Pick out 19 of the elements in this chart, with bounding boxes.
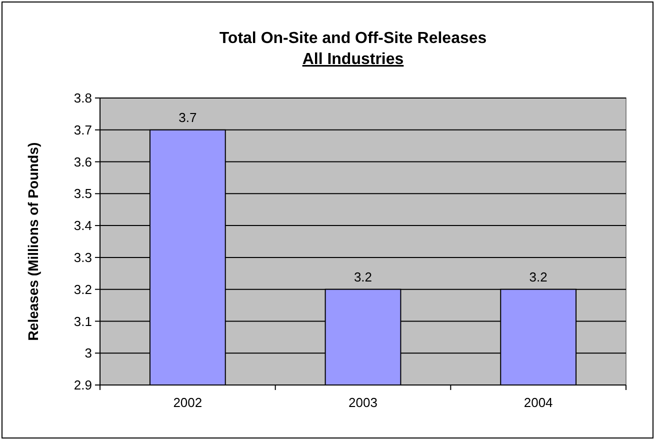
chart-title: Total On-Site and Off-Site Releases (219, 30, 487, 47)
y-tick-label: 3 (84, 346, 92, 361)
y-axis-title: Releases (Millions of Pounds) (25, 142, 41, 341)
y-tick-label: 3.6 (74, 154, 92, 170)
y-tick-label: 3.1 (74, 314, 92, 329)
x-tick-label: 2003 (348, 395, 378, 410)
data-label: 3.7 (178, 110, 197, 125)
y-tick-label: 3.4 (74, 218, 92, 234)
chart-subtitle: All Industries (302, 51, 404, 68)
x-tick-label: 2002 (173, 395, 202, 410)
y-tick-label: 3.8 (74, 90, 92, 106)
y-tick-label: 3.5 (74, 186, 92, 202)
y-tick-label: 3.7 (74, 122, 92, 138)
y-tick-label: 3.3 (74, 250, 92, 265)
x-tick-label: 2004 (524, 395, 553, 410)
data-label: 3.2 (354, 269, 372, 284)
y-tick-label: 2.9 (74, 378, 92, 393)
y-tick-label: 3.2 (74, 282, 92, 297)
data-label: 3.2 (529, 269, 548, 284)
